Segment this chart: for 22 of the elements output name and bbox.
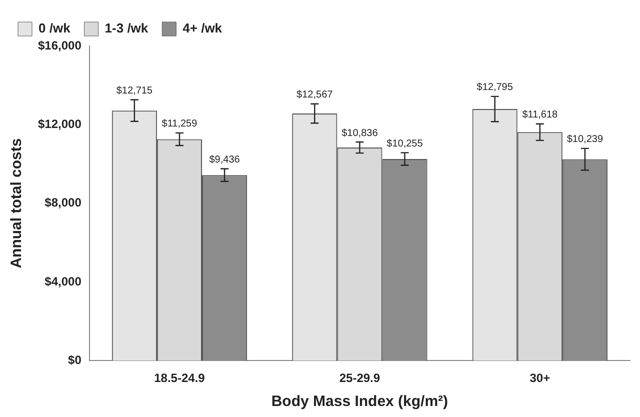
data-label: $10,255 bbox=[386, 138, 424, 150]
y-axis-title: Annual total costs bbox=[8, 138, 26, 268]
legend-label: 1-3 /wk bbox=[104, 20, 149, 36]
data-label: $10,239 bbox=[566, 134, 604, 146]
data-label: $9,436 bbox=[209, 154, 240, 166]
data-label: $12,715 bbox=[116, 86, 153, 97]
y-tick-label: $0 bbox=[68, 352, 82, 367]
data-label: $10,836 bbox=[342, 128, 378, 139]
legend-label: 0 /wk bbox=[38, 20, 72, 36]
x-tick-label: 25-29.9 bbox=[339, 371, 380, 386]
legend-label: 4+ /wk bbox=[182, 20, 223, 36]
x-axis-title: Body Mass Index (kg/m²) bbox=[271, 393, 448, 410]
x-tick-label: 30+ bbox=[530, 371, 550, 386]
y-tick-label: $12,000 bbox=[38, 116, 82, 131]
y-tick-label: $8,000 bbox=[44, 196, 82, 210]
data-label: $12,567 bbox=[296, 90, 334, 101]
data-label: $11,259 bbox=[162, 118, 198, 130]
data-label: $11,618 bbox=[522, 110, 558, 121]
x-tick-label: 18.5-24.9 bbox=[154, 371, 206, 386]
y-tick-label: $4,000 bbox=[44, 274, 82, 288]
y-tick-label: $16,000 bbox=[38, 38, 82, 52]
data-label: $12,795 bbox=[476, 82, 514, 94]
